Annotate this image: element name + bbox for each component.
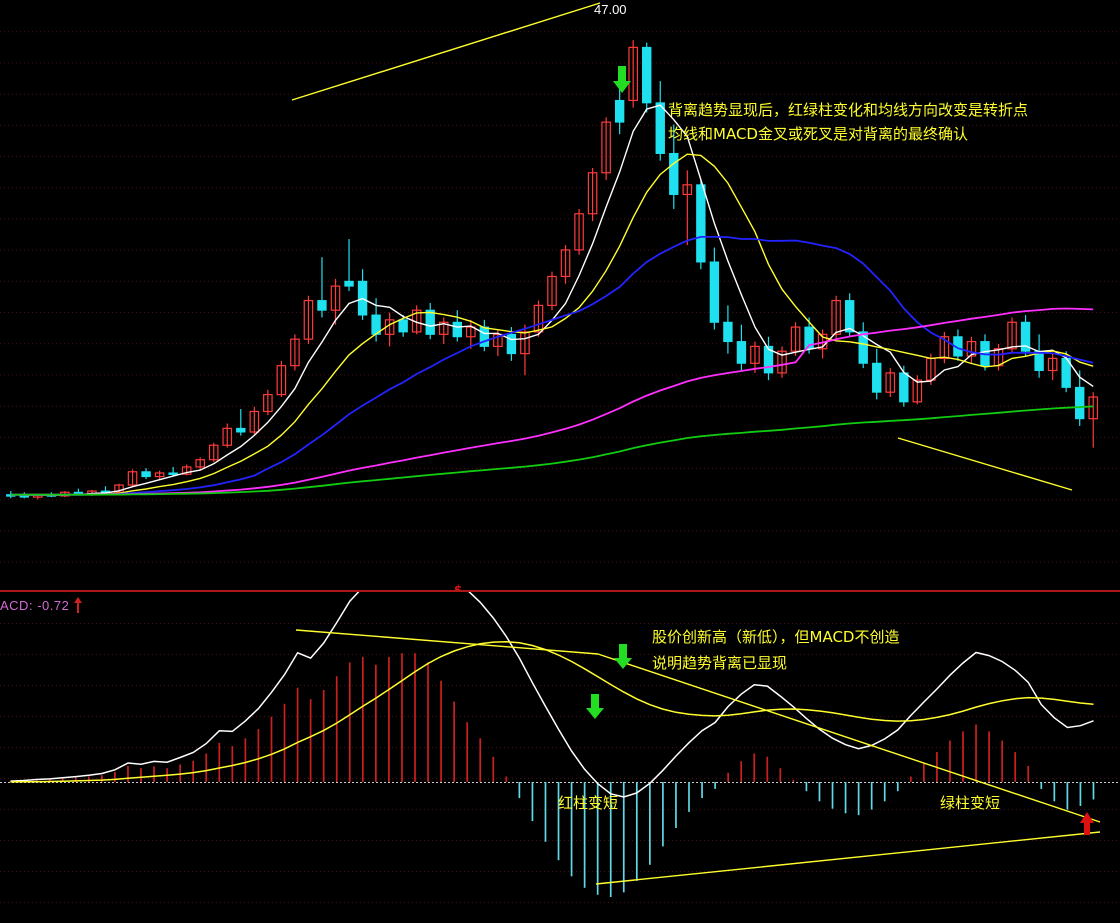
price-axis-label: 47.00 <box>594 2 627 17</box>
macd-annotation-bold: MACD <box>809 628 855 646</box>
macd-readout-value: -0.72 <box>37 598 70 613</box>
annotation-text-pre: 均线和 <box>668 125 714 143</box>
price-annotation-line2: 均线和MACD金叉或死叉是对背离的最终确认 <box>668 124 968 144</box>
macd-indicator-panel[interactable] <box>0 592 1120 923</box>
annotation-macd-bold: MACD <box>713 125 758 143</box>
panel-divider <box>0 590 1120 592</box>
macd-readout: ACD: -0.72 <box>0 598 69 613</box>
macd-annotation-pre: 股价创新高（新低），但 <box>652 628 810 646</box>
macd-annotation-line2: 说明趋势背离已显现 <box>652 654 788 672</box>
red-bars-shorten-label: 红柱变短 <box>558 794 619 812</box>
macd-annotation-post: 不创造 <box>854 628 900 646</box>
macd-readout-label: ACD: <box>0 598 34 613</box>
price-annotation-line1: 背离趋势显现后，红绿柱变化和均线方向改变是转折点 <box>668 101 1029 119</box>
annotation-text-post: 金叉或死叉是对背离的最终确认 <box>757 125 968 143</box>
candlestick-price-panel[interactable] <box>0 0 1120 590</box>
macd-annotation-line1: 股价创新高（新低），但MACD不创造 <box>652 627 900 647</box>
green-bars-shorten-label: 绿柱变短 <box>940 794 1001 812</box>
